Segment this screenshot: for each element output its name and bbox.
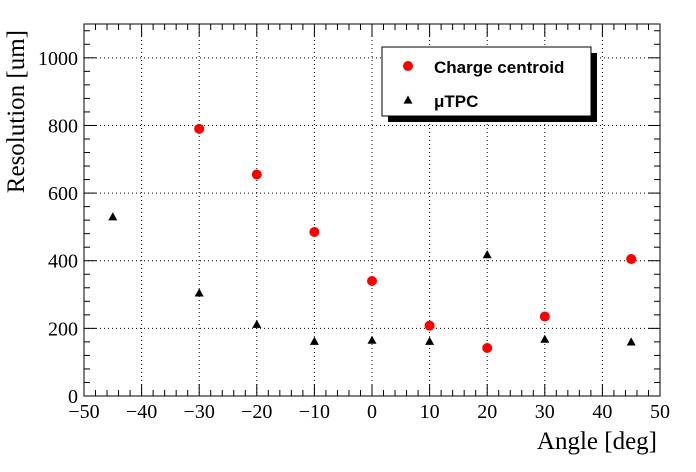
legend-label-charge-centroid: Charge centroid <box>434 58 564 77</box>
utpc-point <box>194 288 204 297</box>
x-tick-label: 40 <box>592 401 612 423</box>
utpc-point <box>626 337 636 346</box>
axis-ticks <box>83 24 661 397</box>
charge-centroid-point <box>539 311 550 322</box>
charge-centroid-point <box>424 320 435 331</box>
x-tick-label: 0 <box>367 401 377 423</box>
y-tick-label: 0 <box>68 386 78 408</box>
y-axis-title: Resolution [um] <box>3 30 30 193</box>
legend: Charge centroid μTPC <box>381 46 597 122</box>
legend-box <box>381 46 592 117</box>
y-tick-label: 400 <box>48 251 78 273</box>
legend-markers <box>403 61 413 104</box>
charge-centroid-point <box>482 342 493 353</box>
data-points <box>108 123 637 353</box>
utpc-point <box>367 335 377 344</box>
x-tick-label: −10 <box>299 401 330 423</box>
charge-centroid-point <box>367 276 377 287</box>
x-tick-label: 20 <box>477 401 497 423</box>
x-tick-label: −30 <box>184 401 215 423</box>
charge-centroid-point <box>251 169 262 180</box>
y-tick-label: 600 <box>48 183 78 205</box>
utpc-point <box>309 336 319 345</box>
y-tick-label: 1000 <box>38 48 78 70</box>
y-tick-label: 200 <box>48 318 78 340</box>
legend-label-utpc: μTPC <box>434 92 478 111</box>
x-tick-label: −50 <box>68 401 99 423</box>
legend-marker-charge-centroid <box>403 61 413 71</box>
utpc-point <box>425 336 435 345</box>
charge-centroid-point <box>309 226 320 237</box>
charge-centroid-point <box>194 123 205 134</box>
charge-centroid-point <box>626 254 637 265</box>
y-tick-label: 800 <box>48 115 78 137</box>
utpc-point <box>252 319 262 328</box>
x-axis-title: Angle [deg] <box>537 428 657 455</box>
x-tick-label: −20 <box>241 401 272 423</box>
legend-marker-utpc <box>403 95 413 104</box>
x-tick-label: −40 <box>126 401 157 423</box>
plot-frame <box>83 23 661 397</box>
utpc-point <box>540 334 550 343</box>
x-tick-label: 30 <box>535 401 555 423</box>
grid <box>84 24 660 396</box>
utpc-point <box>482 250 492 259</box>
x-tick-label: 10 <box>420 401 440 423</box>
x-tick-label: 50 <box>650 401 670 423</box>
utpc-point <box>108 212 118 221</box>
tick-labels: −50 −40 −30 −20 −10 0 10 20 30 40 50 0 200 400 600 800 1… <box>38 48 670 423</box>
